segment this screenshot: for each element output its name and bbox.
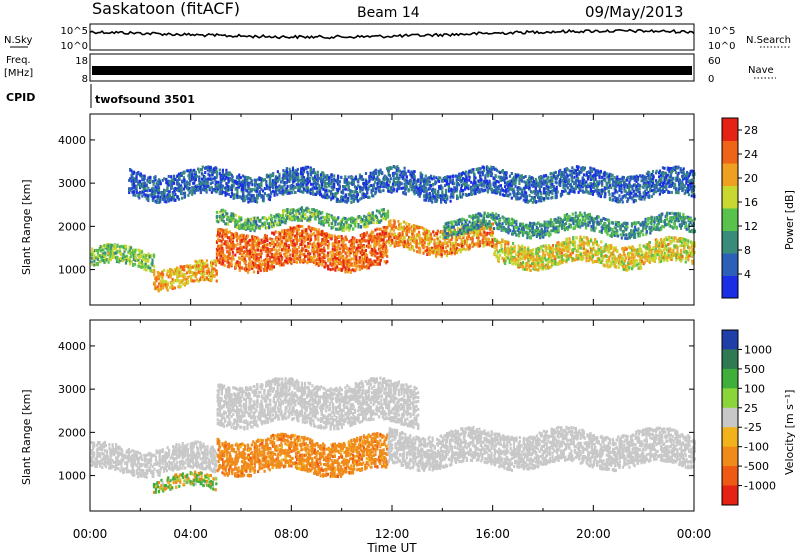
noise-tick-left-bottom: 10^0 bbox=[61, 41, 88, 52]
freq-tick-top: 18 bbox=[75, 56, 88, 67]
xtick-label: 00:00 bbox=[73, 527, 108, 541]
ytick-label: 4000 bbox=[58, 134, 86, 147]
colorbar-swatch bbox=[722, 230, 738, 254]
colorbar-tick: -1000 bbox=[744, 480, 776, 493]
power-ylabel: Slant Range [km] bbox=[20, 179, 33, 275]
freq-panel bbox=[89, 53, 695, 82]
ytick-label: 4000 bbox=[58, 340, 86, 353]
colorbar-swatch bbox=[722, 208, 738, 231]
colorbar-swatch bbox=[722, 407, 738, 428]
nsky-label: N.Sky bbox=[4, 35, 32, 46]
colorbar-tick: 24 bbox=[744, 148, 758, 161]
colorbar-swatch bbox=[722, 446, 738, 467]
freq-tick-bottom: 8 bbox=[82, 74, 88, 85]
colorbar-swatch bbox=[722, 368, 738, 389]
colorbar-tick: -25 bbox=[744, 421, 762, 434]
ytick-label: 3000 bbox=[58, 383, 86, 396]
ytick-label: 2000 bbox=[58, 220, 86, 233]
colorbar-swatch bbox=[722, 275, 738, 299]
freq-unit-label: [MHz] bbox=[4, 68, 33, 79]
xtick-label: 04:00 bbox=[173, 527, 208, 541]
nave-tick-bottom: 0 bbox=[708, 74, 714, 85]
nave-tick-top: 60 bbox=[708, 56, 721, 67]
colorbar-tick: 25 bbox=[744, 402, 758, 415]
colorbar-swatch bbox=[722, 118, 738, 141]
ytick-label: 3000 bbox=[58, 177, 86, 190]
velocity-panel-bg bbox=[90, 320, 694, 511]
colorbar-swatch bbox=[722, 140, 738, 164]
cpid-value: twofsound 3501 bbox=[95, 93, 195, 106]
ytick-label: 1000 bbox=[58, 470, 86, 483]
colorbar-swatch bbox=[722, 485, 738, 506]
velocity-colorbar: 1000 500 100 25 -25 -100 -500 -1000 bbox=[722, 330, 776, 506]
xtick-label: 20:00 bbox=[576, 527, 611, 541]
date-title: 09/May/2013 bbox=[585, 3, 683, 21]
colorbar-swatch bbox=[722, 427, 738, 448]
nsearch-label: N.Search bbox=[746, 35, 791, 46]
x-axis-label: Time UT bbox=[366, 541, 417, 554]
colorbar-swatch bbox=[722, 349, 738, 370]
freq-trace bbox=[92, 66, 692, 75]
colorbar-tick: -500 bbox=[744, 460, 769, 473]
power-colorbar: 4 8 12 16 20 24 28 bbox=[722, 118, 758, 299]
colorbar-swatch bbox=[722, 185, 738, 209]
colorbar-tick: 100 bbox=[744, 382, 765, 395]
colorbar-tick: 4 bbox=[744, 268, 751, 281]
colorbar-swatch bbox=[722, 163, 738, 186]
colorbar-tick: 1000 bbox=[744, 343, 772, 356]
noise-tick-left-top: 10^5 bbox=[61, 26, 88, 37]
colorbar-swatch bbox=[722, 388, 738, 409]
xtick-label: 12:00 bbox=[375, 527, 410, 541]
xtick-label: 00:00 bbox=[677, 527, 712, 541]
xtick-label: 08:00 bbox=[274, 527, 309, 541]
freq-label: Freq. bbox=[6, 55, 31, 66]
station-title: Saskatoon (fitACF) bbox=[92, 0, 240, 18]
colorbar-tick: 8 bbox=[744, 244, 751, 257]
ytick-label: 2000 bbox=[58, 426, 86, 439]
velocity-cbar-label: Velocity [m s⁻¹] bbox=[783, 390, 796, 475]
colorbar-tick: 12 bbox=[744, 220, 758, 233]
cpid-label: CPID bbox=[6, 91, 35, 104]
power-cells bbox=[90, 165, 696, 293]
colorbar-tick: -100 bbox=[744, 441, 769, 454]
velocity-cells bbox=[90, 376, 696, 494]
noise-trace bbox=[89, 28, 695, 40]
beam-title: Beam 14 bbox=[357, 5, 420, 21]
xtick-label: 16:00 bbox=[475, 527, 510, 541]
ytick-label: 1000 bbox=[58, 264, 86, 277]
nave-label: Nave bbox=[748, 65, 774, 76]
velocity-ylabel: Slant Range [km] bbox=[20, 389, 33, 485]
colorbar-swatch bbox=[722, 466, 738, 487]
colorbar-tick: 28 bbox=[744, 124, 758, 137]
colorbar-tick: 16 bbox=[744, 196, 758, 209]
colorbar-swatch bbox=[722, 253, 738, 276]
colorbar-tick: 500 bbox=[744, 363, 765, 376]
power-cbar-label: Power [dB] bbox=[783, 190, 796, 250]
noise-tick-right-bottom: 10^0 bbox=[708, 41, 735, 52]
colorbar-tick: 20 bbox=[744, 172, 758, 185]
noise-tick-right-top: 10^5 bbox=[708, 26, 735, 37]
colorbar-swatch bbox=[722, 330, 738, 350]
noise-panel bbox=[89, 23, 695, 51]
